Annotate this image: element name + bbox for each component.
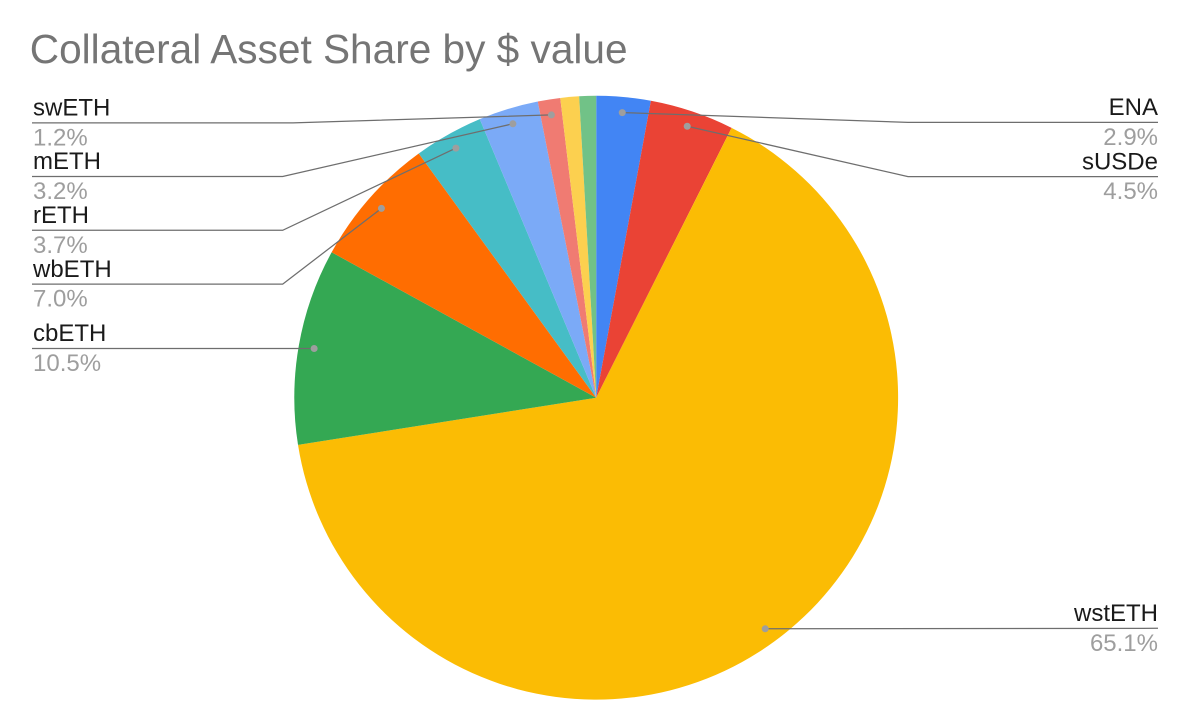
- svg-text:Collateral Asset Share by $ va: Collateral Asset Share by $ value: [30, 26, 628, 72]
- svg-text:cbETH: cbETH: [33, 320, 106, 347]
- svg-text:10.5%: 10.5%: [33, 350, 101, 377]
- svg-text:wstETH: wstETH: [1073, 600, 1158, 627]
- svg-text:3.7%: 3.7%: [33, 232, 88, 259]
- svg-text:swETH: swETH: [33, 95, 110, 122]
- svg-text:wbETH: wbETH: [32, 256, 112, 283]
- svg-text:4.5%: 4.5%: [1103, 178, 1158, 205]
- svg-text:7.0%: 7.0%: [33, 286, 88, 313]
- svg-text:1.2%: 1.2%: [33, 124, 88, 151]
- svg-text:sUSDe: sUSDe: [1082, 148, 1158, 175]
- svg-text:3.2%: 3.2%: [33, 178, 88, 205]
- svg-text:rETH: rETH: [33, 202, 89, 229]
- svg-text:ENA: ENA: [1109, 94, 1158, 121]
- svg-text:2.9%: 2.9%: [1103, 124, 1158, 151]
- svg-text:65.1%: 65.1%: [1090, 630, 1158, 657]
- svg-text:mETH: mETH: [33, 148, 101, 175]
